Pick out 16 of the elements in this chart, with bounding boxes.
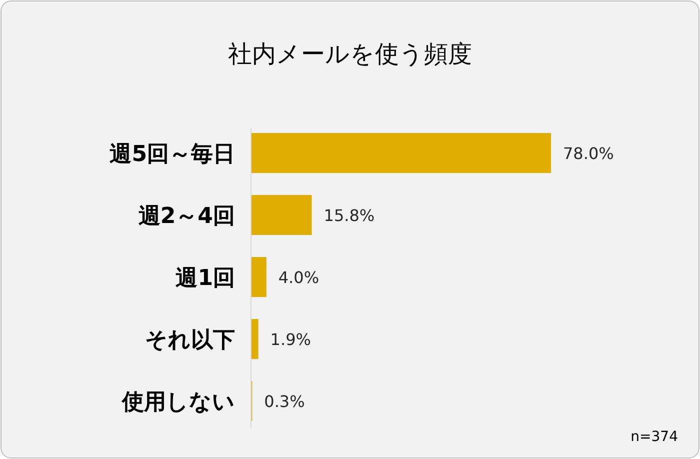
bar <box>251 133 551 173</box>
data-label: 78.0% <box>563 144 614 163</box>
text: n=374 <box>630 429 678 445</box>
chart-title: 社内メールを使う頻度 <box>228 40 472 68</box>
bar <box>251 319 258 359</box>
bar <box>251 257 266 297</box>
y-tick-label: 週5回～毎日 <box>110 142 235 167</box>
y-tick-label: 週2～4回 <box>138 204 235 229</box>
data-label: 4.0% <box>278 268 320 287</box>
y-tick-label: 週1回 <box>176 266 235 291</box>
y-tick-label: それ以下 <box>145 328 235 353</box>
data-label: 15.8% <box>324 206 375 225</box>
data-label: 1.9% <box>270 330 311 349</box>
bar <box>251 195 312 235</box>
y-tick-label: 使用しない <box>121 390 235 415</box>
data-label: 0.3% <box>264 392 305 411</box>
